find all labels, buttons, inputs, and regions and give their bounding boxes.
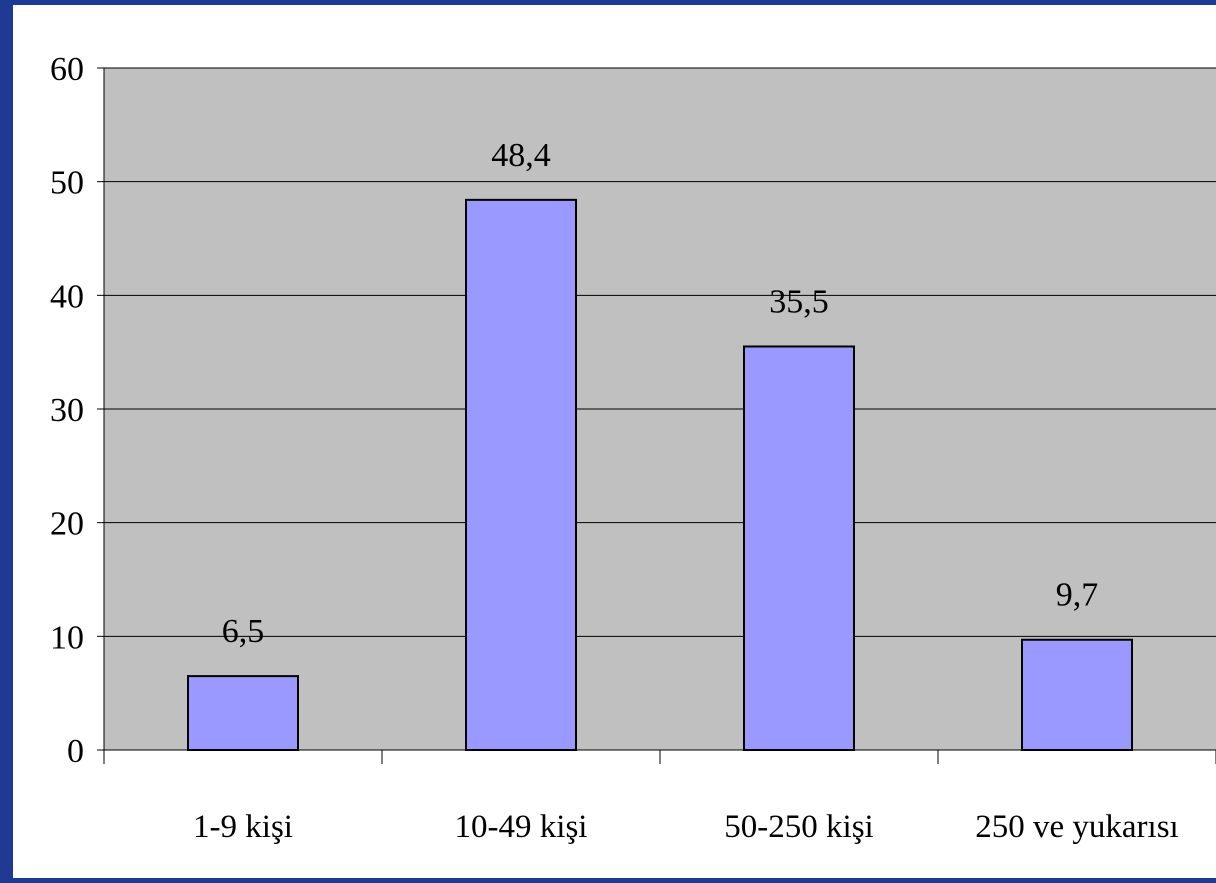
data-labels: 6,5 48,4 35,5 9,7	[222, 137, 1099, 650]
category-label-2: 10-49 kişi	[455, 809, 588, 845]
data-label-2: 48,4	[491, 137, 551, 174]
y-tick-label: 40	[50, 278, 84, 315]
y-tick-label: 20	[50, 506, 84, 543]
category-label-4: 250 ve yukarısı	[975, 809, 1178, 845]
y-tick-label: 10	[50, 619, 84, 656]
y-tick-label: 30	[50, 392, 84, 429]
data-label-1: 6,5	[222, 613, 265, 650]
bar-3	[743, 345, 855, 751]
category-label-1: 1-9 kişi	[193, 809, 293, 845]
data-label-3: 35,5	[769, 283, 829, 320]
y-tick-label: 60	[50, 51, 84, 88]
bar-1	[187, 675, 299, 751]
category-label-3: 50-250 kişi	[724, 809, 873, 845]
bar-2	[465, 198, 577, 751]
data-label-4: 9,7	[1056, 577, 1099, 614]
y-tick-label: 0	[67, 733, 84, 770]
bar-4	[1021, 638, 1133, 752]
axes	[97, 67, 1216, 764]
y-tick-label: 50	[50, 165, 84, 202]
x-tick-labels: 1-9 kişi 10-49 kişi 50-250 kişi 250 ve yuka…	[193, 809, 1179, 845]
gridlines	[104, 67, 1216, 637]
y-tick-labels: 0 10 20 30 40 50 60	[50, 51, 84, 770]
